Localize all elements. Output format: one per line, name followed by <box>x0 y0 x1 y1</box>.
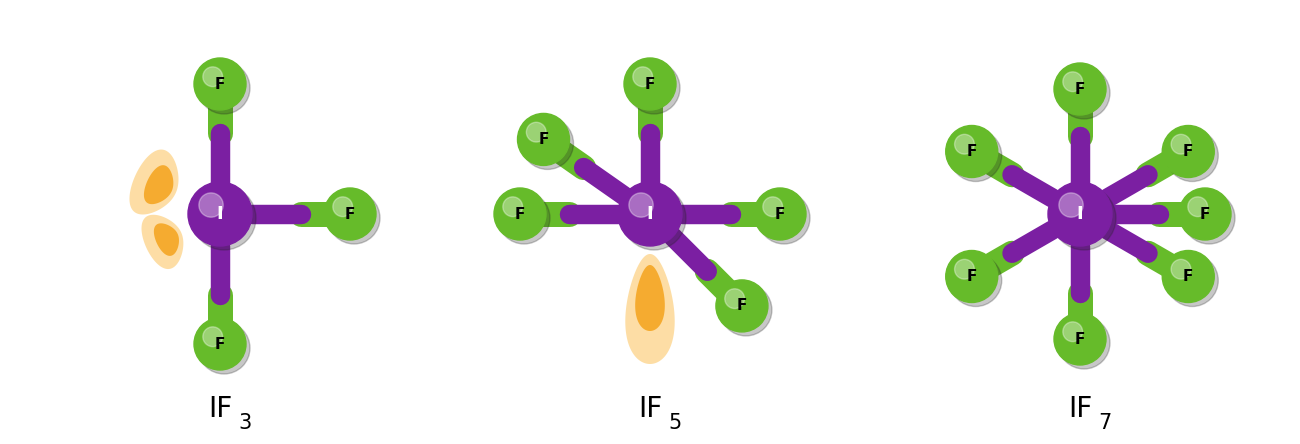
Circle shape <box>758 192 810 244</box>
Text: F: F <box>737 298 747 313</box>
Circle shape <box>526 122 546 142</box>
Circle shape <box>498 192 550 244</box>
Circle shape <box>188 182 252 246</box>
Circle shape <box>1058 317 1110 369</box>
Text: I: I <box>646 205 654 223</box>
Text: 5: 5 <box>668 413 681 433</box>
Circle shape <box>194 318 246 370</box>
Polygon shape <box>130 150 178 214</box>
Polygon shape <box>142 215 183 269</box>
Text: F: F <box>1075 82 1086 96</box>
Circle shape <box>1166 130 1218 182</box>
Circle shape <box>633 67 653 87</box>
Circle shape <box>1171 259 1191 279</box>
Circle shape <box>503 197 523 217</box>
Text: F: F <box>775 206 785 222</box>
Circle shape <box>1183 192 1235 244</box>
Circle shape <box>1052 186 1115 250</box>
Circle shape <box>1063 72 1083 91</box>
Circle shape <box>754 188 806 240</box>
Polygon shape <box>625 254 675 364</box>
Circle shape <box>517 113 569 166</box>
Circle shape <box>521 117 573 170</box>
Circle shape <box>1162 126 1214 178</box>
Circle shape <box>720 284 772 336</box>
Circle shape <box>194 58 246 110</box>
Circle shape <box>1188 197 1208 217</box>
Text: F: F <box>538 132 549 147</box>
Text: 3: 3 <box>238 413 252 433</box>
Circle shape <box>950 254 1002 306</box>
Text: I: I <box>217 205 224 223</box>
Circle shape <box>1171 135 1191 154</box>
Circle shape <box>716 280 768 332</box>
Text: F: F <box>344 206 355 222</box>
Polygon shape <box>636 265 664 331</box>
Circle shape <box>1054 313 1106 365</box>
Circle shape <box>763 197 783 217</box>
Circle shape <box>945 126 997 178</box>
Text: F: F <box>1075 332 1086 346</box>
Text: F: F <box>967 144 976 159</box>
Circle shape <box>333 197 352 217</box>
Circle shape <box>198 62 250 114</box>
Circle shape <box>324 188 376 240</box>
Text: F: F <box>214 76 225 91</box>
Circle shape <box>618 182 682 246</box>
Circle shape <box>725 289 745 309</box>
Text: F: F <box>515 206 525 222</box>
Circle shape <box>1063 322 1083 341</box>
Circle shape <box>954 135 974 154</box>
Circle shape <box>1060 193 1083 217</box>
Text: IF: IF <box>638 395 662 423</box>
Text: F: F <box>645 76 655 91</box>
Text: F: F <box>1183 144 1193 159</box>
Text: IF: IF <box>208 395 233 423</box>
Text: F: F <box>967 269 976 284</box>
Circle shape <box>628 62 680 114</box>
Text: F: F <box>1183 269 1193 284</box>
Circle shape <box>1048 182 1111 246</box>
Polygon shape <box>144 165 173 204</box>
Circle shape <box>1058 67 1110 119</box>
Circle shape <box>192 186 256 250</box>
Circle shape <box>328 192 380 244</box>
Text: IF: IF <box>1067 395 1092 423</box>
Circle shape <box>1054 63 1106 115</box>
Text: F: F <box>214 337 225 352</box>
Circle shape <box>203 67 222 87</box>
Circle shape <box>1179 188 1231 240</box>
Circle shape <box>629 193 653 217</box>
Circle shape <box>950 130 1002 182</box>
Circle shape <box>199 193 224 217</box>
Text: I: I <box>1076 205 1083 223</box>
Circle shape <box>494 188 546 240</box>
Text: 7: 7 <box>1098 413 1112 433</box>
Circle shape <box>198 322 250 374</box>
Text: F: F <box>1200 206 1210 222</box>
Circle shape <box>621 186 686 250</box>
Circle shape <box>1166 254 1218 306</box>
Circle shape <box>1162 250 1214 302</box>
Circle shape <box>954 259 974 279</box>
Polygon shape <box>153 223 179 256</box>
Circle shape <box>203 327 222 347</box>
Circle shape <box>945 250 997 302</box>
Circle shape <box>624 58 676 110</box>
